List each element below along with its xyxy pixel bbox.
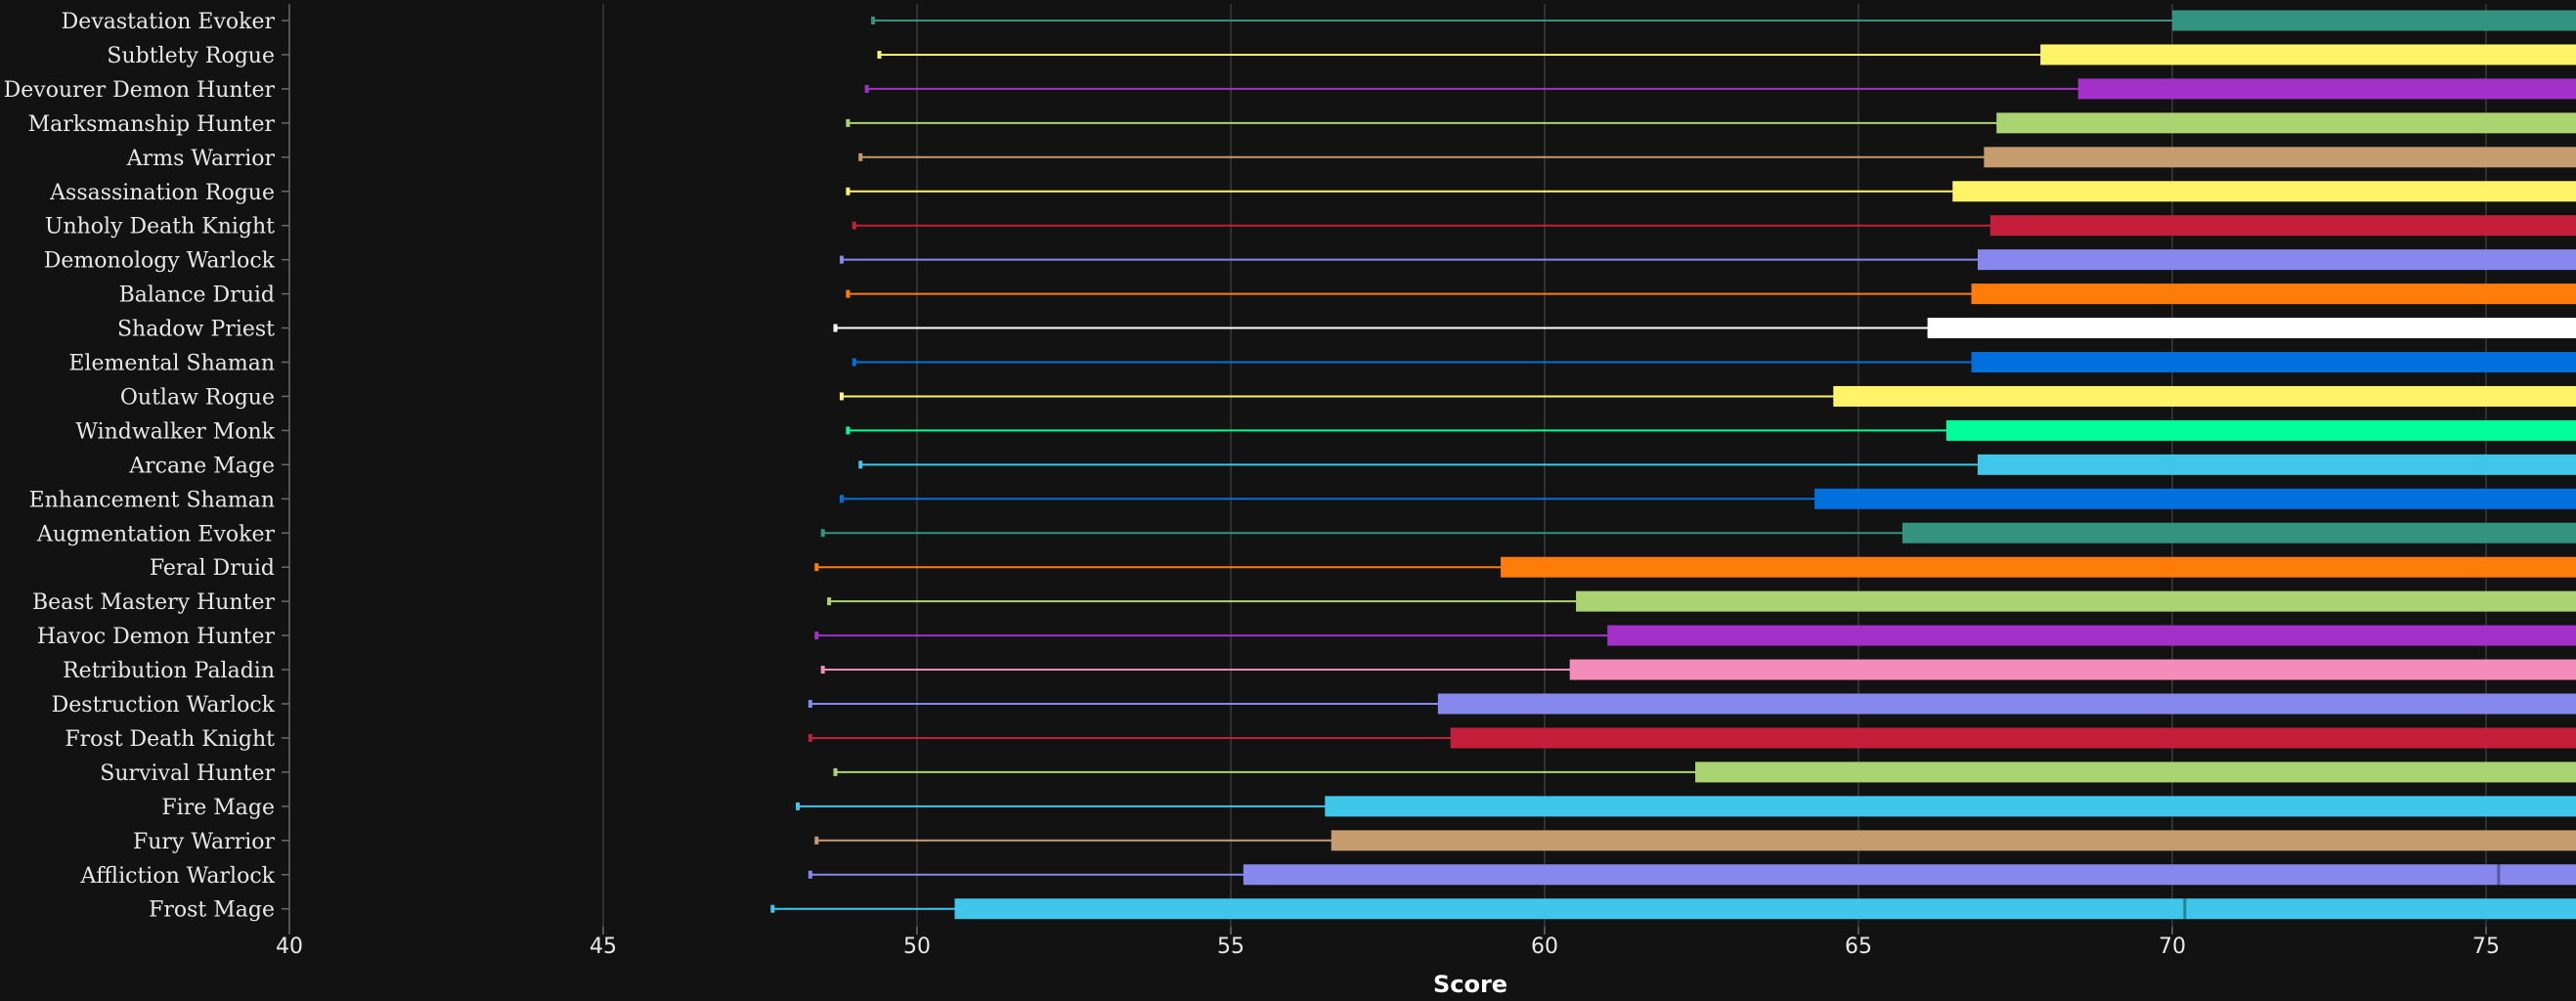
box-group bbox=[827, 590, 2576, 612]
iqr-box bbox=[2077, 78, 2576, 100]
category-label: Fury Warrior bbox=[133, 830, 276, 854]
box-group bbox=[846, 112, 2576, 134]
iqr-box bbox=[1971, 283, 2576, 305]
iqr-box bbox=[2040, 44, 2576, 65]
iqr-box bbox=[1576, 590, 2576, 612]
category-label: Assassination Rogue bbox=[49, 181, 275, 205]
category-label: Frost Mage bbox=[149, 898, 275, 923]
iqr-box bbox=[1833, 385, 2576, 407]
iqr-box bbox=[1695, 762, 2576, 783]
iqr-box bbox=[1437, 693, 2576, 715]
iqr-box bbox=[1331, 830, 2576, 851]
iqr-box bbox=[1901, 522, 2576, 544]
category-label: Destruction Warlock bbox=[52, 693, 276, 718]
box-group bbox=[820, 522, 2576, 544]
category-label: Havoc Demon Hunter bbox=[37, 625, 276, 649]
box-group bbox=[820, 659, 2576, 680]
box-group bbox=[808, 727, 2576, 749]
box-group bbox=[796, 796, 2576, 817]
category-label: Retribution Paladin bbox=[63, 659, 275, 683]
x-tick-label: 60 bbox=[1531, 935, 1558, 959]
category-label: Arms Warrior bbox=[126, 147, 276, 171]
x-tick-label: 70 bbox=[2159, 935, 2186, 959]
box-group bbox=[814, 625, 2576, 646]
category-label: Devastation Evoker bbox=[62, 10, 276, 34]
category-label: Subtlety Rogue bbox=[107, 44, 275, 68]
box-group bbox=[846, 181, 2576, 202]
box-group bbox=[839, 488, 2576, 509]
box-group bbox=[839, 249, 2576, 271]
box-group bbox=[858, 147, 2576, 168]
x-axis-title: Score bbox=[1433, 971, 1507, 998]
axis-lines bbox=[282, 4, 2487, 935]
x-tick-label: 75 bbox=[2472, 935, 2500, 959]
category-label: Elemental Shaman bbox=[68, 352, 275, 376]
iqr-box bbox=[1977, 454, 2576, 475]
box-group bbox=[814, 556, 2576, 578]
x-tick-label: 65 bbox=[1845, 935, 1872, 959]
box-group bbox=[851, 215, 2576, 237]
iqr-box bbox=[1996, 112, 2576, 134]
x-tick-label: 40 bbox=[276, 935, 303, 959]
category-label: Balance Druid bbox=[119, 283, 275, 308]
category-label: Outlaw Rogue bbox=[120, 385, 275, 410]
category-label: Marksmanship Hunter bbox=[28, 112, 276, 137]
iqr-box bbox=[1325, 796, 2576, 817]
iqr-box bbox=[1814, 488, 2576, 509]
box-group bbox=[839, 385, 2576, 407]
box-group bbox=[864, 78, 2576, 100]
box-group bbox=[770, 898, 2576, 920]
category-label: Fire Mage bbox=[161, 796, 275, 820]
box-group bbox=[808, 864, 2576, 886]
iqr-box bbox=[1927, 318, 2576, 339]
iqr-box bbox=[1607, 625, 2576, 646]
iqr-box bbox=[1501, 556, 2576, 578]
category-label: Unholy Death Knight bbox=[45, 215, 275, 239]
box-group bbox=[833, 762, 2576, 783]
box-group bbox=[871, 10, 2576, 31]
box-group bbox=[833, 318, 2576, 339]
category-label: Survival Hunter bbox=[100, 762, 275, 786]
category-label: Arcane Mage bbox=[128, 454, 275, 478]
plot-area bbox=[770, 10, 2576, 920]
iqr-box bbox=[1977, 249, 2576, 271]
box-group bbox=[851, 352, 2576, 372]
iqr-box bbox=[954, 898, 2576, 920]
category-label: Devourer Demon Hunter bbox=[4, 78, 276, 103]
iqr-box bbox=[1971, 352, 2576, 372]
category-label: Affliction Warlock bbox=[80, 864, 276, 889]
x-tick-label: 45 bbox=[589, 935, 617, 959]
category-label: Beast Mastery Hunter bbox=[32, 590, 276, 615]
category-labels: Devastation Evoker Subtlety Rogue Devourer… bbox=[4, 10, 276, 923]
category-label: Shadow Priest bbox=[117, 318, 275, 342]
box-group bbox=[846, 419, 2576, 441]
iqr-box bbox=[1569, 659, 2576, 680]
iqr-box bbox=[2172, 10, 2576, 31]
category-label: Feral Druid bbox=[150, 556, 275, 581]
category-label: Windwalker Monk bbox=[75, 419, 275, 444]
category-label: Augmentation Evoker bbox=[36, 522, 276, 546]
category-label: Frost Death Knight bbox=[65, 727, 275, 752]
box-group bbox=[846, 283, 2576, 305]
iqr-box bbox=[1450, 727, 2576, 749]
box-group bbox=[814, 830, 2576, 851]
x-tick-labels: 404550556065707580859095100105110 bbox=[276, 935, 2500, 959]
box-group bbox=[858, 454, 2576, 475]
category-label: Demonology Warlock bbox=[44, 249, 276, 274]
x-tick-label: 55 bbox=[1217, 935, 1244, 959]
iqr-box bbox=[1952, 181, 2576, 202]
iqr-box bbox=[1989, 215, 2576, 237]
iqr-box bbox=[1945, 419, 2576, 441]
iqr-box bbox=[1243, 864, 2576, 886]
box-group bbox=[808, 693, 2576, 715]
category-label: Enhancement Shaman bbox=[29, 488, 275, 512]
x-tick-label: 50 bbox=[903, 935, 931, 959]
iqr-box bbox=[1984, 147, 2576, 168]
box-group bbox=[877, 44, 2576, 65]
